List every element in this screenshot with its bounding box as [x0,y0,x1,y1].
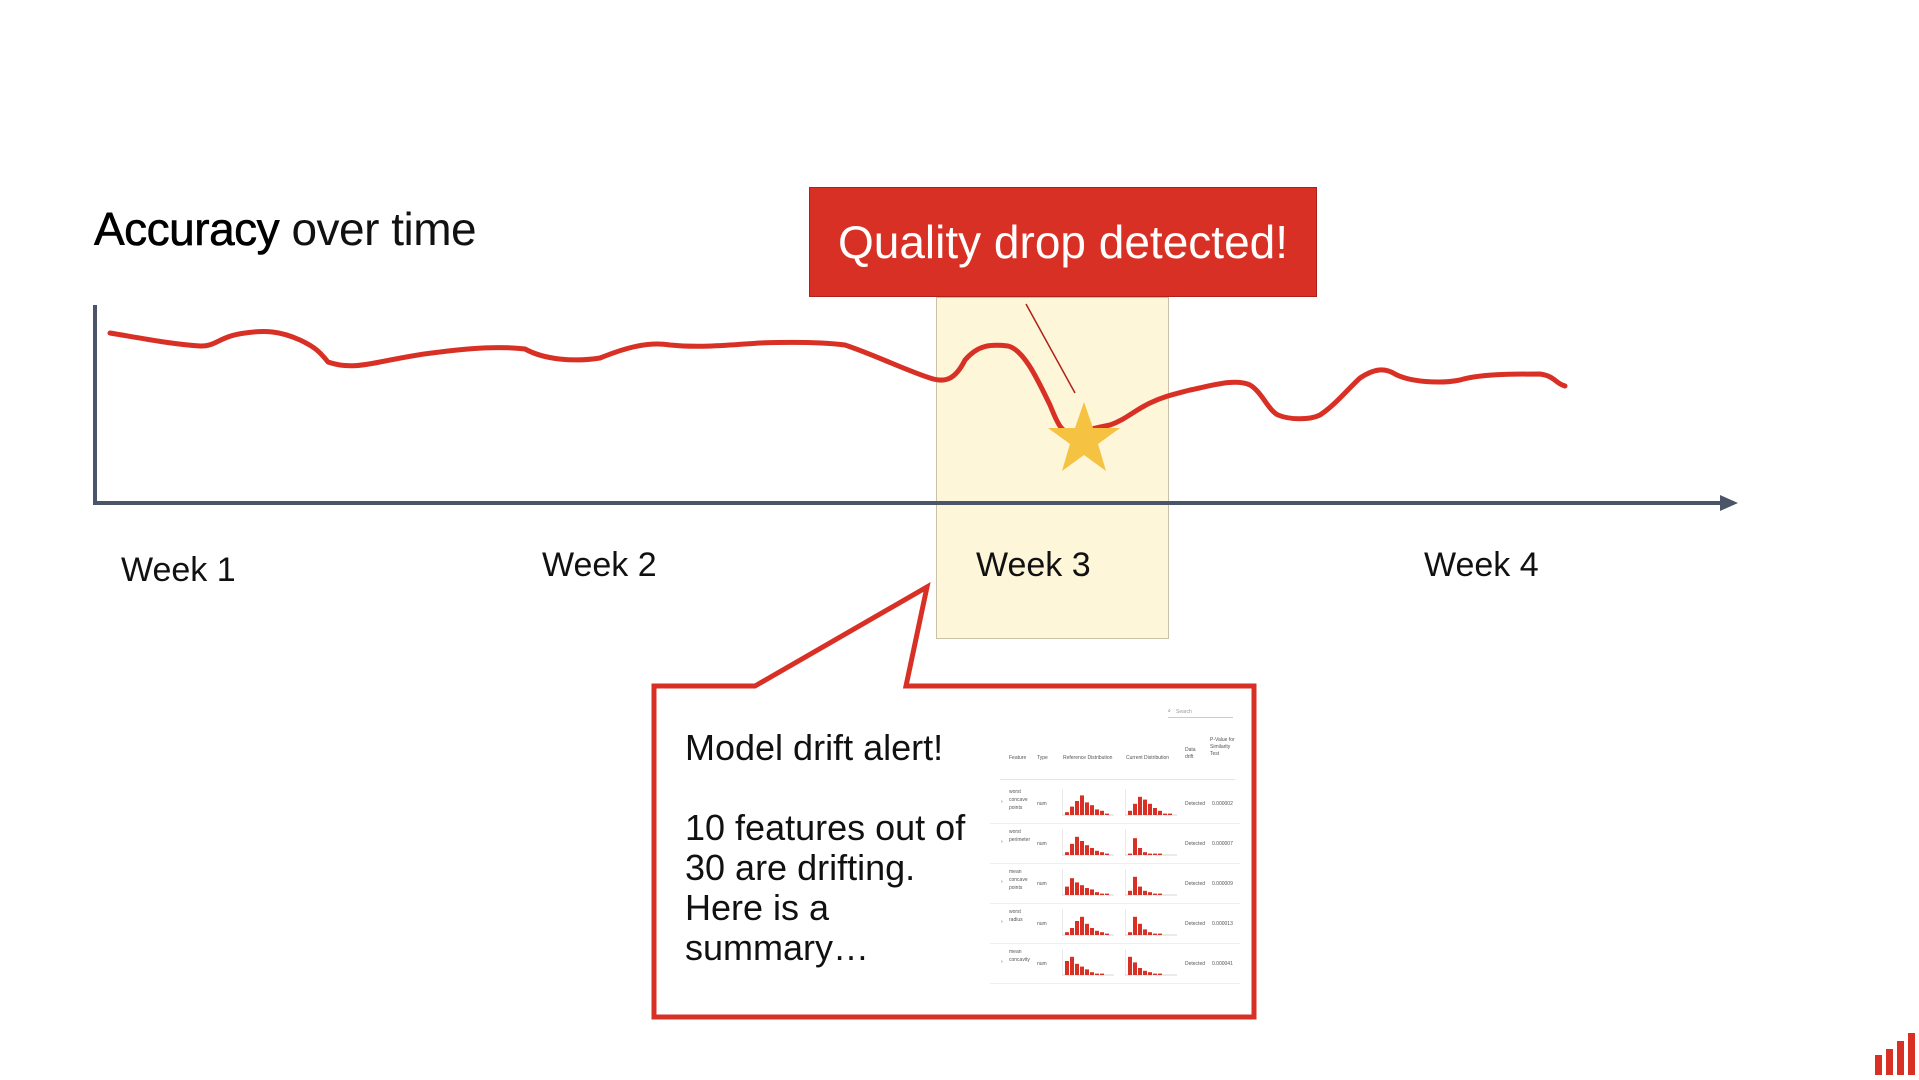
feature-type: num [1037,961,1047,967]
table-row[interactable]: › worst radius num Detected 0.000013 [990,905,1240,944]
week-label-4: Week 4 [1424,546,1539,584]
reference-histogram [1062,829,1114,856]
reference-histogram [1062,949,1114,976]
drift-status: Detected [1185,841,1206,847]
search-icon: ⌕ [1168,708,1171,714]
callout-line-2: 30 are drifting. [685,847,916,888]
table-row[interactable]: › mean concave points num Detected 0.000009 [990,865,1240,904]
table-row[interactable]: › worst perimeter num Detected 0.000007 [990,825,1240,864]
header-current: Current Distribution [1126,755,1170,761]
search-box[interactable]: ⌕ Search [1168,708,1233,718]
p-value: 0.000041 [1212,961,1233,967]
drift-status: Detected [1185,801,1206,807]
header-pvalue: P-Value for Similarity Test [1210,737,1235,757]
callout-heading: Model drift alert! [685,727,944,768]
p-value: 0.000009 [1212,881,1233,887]
star-icon [1048,402,1120,471]
quality-drop-banner: Quality drop detected! [809,187,1317,297]
feature-name: mean concavity [1009,949,1030,963]
feature-name: worst perimeter [1009,829,1031,843]
drift-status: Detected [1185,921,1206,927]
banner-pointer [1025,303,1076,394]
feature-name: mean concave points [1009,869,1028,891]
current-histogram [1125,869,1177,896]
p-value: 0.000007 [1212,841,1233,847]
logo-icon [1875,1033,1915,1075]
reference-histogram [1062,869,1114,896]
drift-status: Detected [1185,961,1206,967]
header-type: Type [1037,755,1048,761]
x-axis-arrow [1720,495,1738,511]
accuracy-line [107,329,1568,436]
callout-line-1: 10 features out of [685,807,966,848]
week-label-1: Week 1 [121,551,236,589]
expand-chevron-icon[interactable]: › [1001,959,1003,965]
feature-type: num [1037,921,1047,927]
table-row[interactable]: › worst concave points num Detected 0.000002 [990,785,1240,824]
expand-chevron-icon[interactable]: › [1001,839,1003,845]
week-label-2: Week 2 [542,546,657,584]
expand-chevron-icon[interactable]: › [1001,879,1003,885]
p-value: 0.000002 [1212,801,1233,807]
current-histogram [1125,829,1177,856]
feature-type: num [1037,801,1047,807]
p-value: 0.000013 [1212,921,1233,927]
current-histogram [1125,949,1177,976]
expand-chevron-icon[interactable]: › [1001,799,1003,805]
chart-title: Accuracy over time [94,203,477,256]
current-histogram [1125,789,1177,816]
reference-histogram [1062,789,1114,816]
table-row[interactable]: › mean concavity num Detected 0.000041 [990,945,1240,984]
feature-name: worst radius [1009,909,1023,923]
header-feature: Feature [1009,755,1027,761]
reference-histogram [1062,909,1114,936]
search-placeholder: Search [1176,709,1192,715]
feature-type: num [1037,881,1047,887]
callout-bubble [651,582,1257,1020]
header-drift: Data drift [1185,747,1196,760]
callout-line-4: summary… [685,927,870,968]
week-label-3: Week 3 [976,546,1091,584]
feature-type: num [1037,841,1047,847]
expand-chevron-icon[interactable]: › [1001,919,1003,925]
current-histogram [1125,909,1177,936]
drift-summary-table: ⌕ Search Feature Type Reference Distribu… [990,703,1240,984]
feature-name: worst concave points [1009,789,1028,811]
drift-status: Detected [1185,881,1206,887]
header-reference: Reference Distribution [1063,755,1113,761]
drift-alert-text: Model drift alert! 10 features out of 30… [685,728,985,968]
callout-line-3: Here is a [685,887,830,928]
